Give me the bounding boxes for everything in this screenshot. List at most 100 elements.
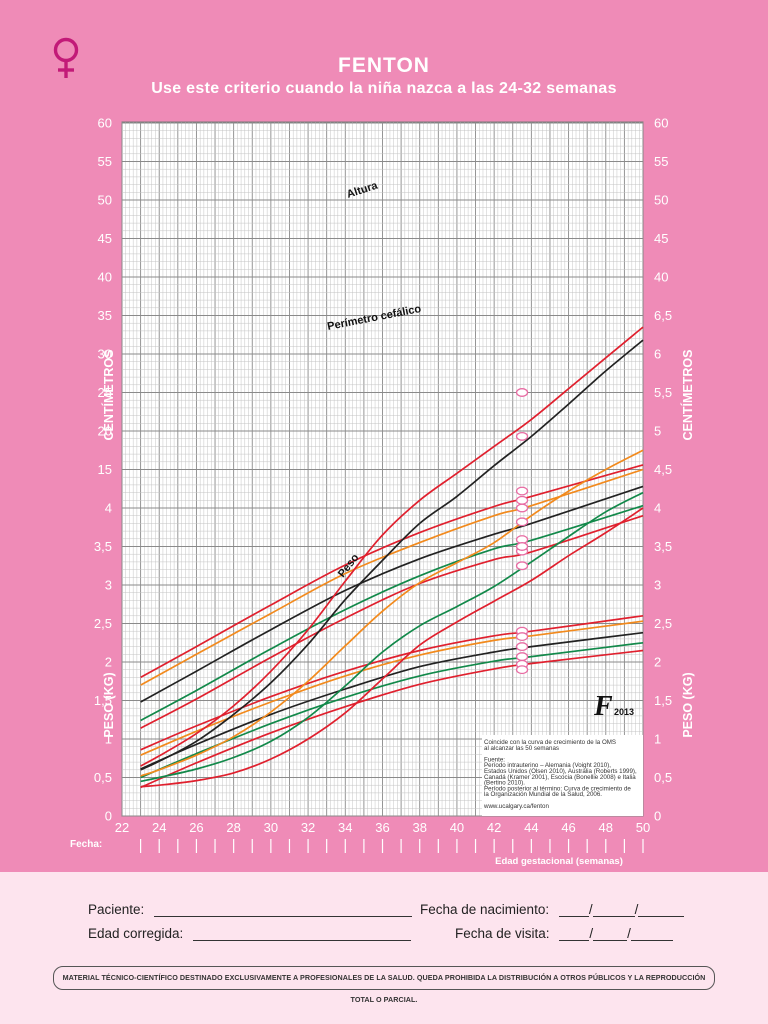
length-curve-p3-line	[140, 514, 644, 729]
weight-curve-p97-line	[140, 326, 644, 767]
y-right-tick-label: 2	[654, 655, 661, 670]
y-left-tick-label: 2,5	[94, 616, 112, 631]
y-right-tick-label: 4	[654, 501, 661, 516]
patient-field[interactable]: Paciente:	[88, 902, 413, 917]
source-note-line: www.ucalgary.ca/fenton	[483, 803, 549, 810]
source-note-line: Estados Unidos (Olsen 2010), Australia (…	[484, 768, 637, 775]
y-left-tick-label: 20	[98, 424, 112, 439]
x-tick-label: 24	[152, 820, 166, 835]
y-right-tick-label: 60	[654, 116, 668, 131]
corrected-age-label: Edad corregida:	[88, 926, 184, 941]
y-left-tick-label: 50	[98, 193, 112, 208]
visit-day-line[interactable]	[559, 940, 590, 941]
date-separator: /	[588, 902, 593, 917]
length-bubble	[515, 517, 529, 527]
weight-curve-p10-line	[140, 491, 644, 783]
head-curve-p10-line	[140, 641, 644, 779]
x-tick-label: 34	[338, 820, 352, 835]
head-bubble	[515, 652, 529, 662]
y-right-kg-title: PESO (KG)	[681, 672, 695, 737]
visit-month-line[interactable]	[593, 940, 628, 941]
x-tick-label: 40	[450, 820, 464, 835]
birth-date-field[interactable]: Fecha de nacimiento: / /	[420, 902, 685, 917]
length-curve-p50-line	[140, 485, 644, 703]
y-right-tick-label: 5	[654, 424, 661, 439]
y-right-tick-label: 1	[654, 732, 661, 747]
weight-bubble	[515, 542, 529, 551]
y-left-tick-label: 55	[98, 154, 112, 169]
source-note-line: (Bertino 2010).	[484, 780, 525, 787]
corrected-age-field[interactable]: Edad corregida:	[88, 926, 412, 941]
weight-curve-p50-line	[140, 339, 644, 771]
weight-curve-p90-line	[140, 449, 644, 777]
x-tick-label: 22	[115, 820, 129, 835]
y-left-tick-label: 4	[105, 501, 112, 516]
y-left-tick-label: 1,5	[94, 693, 112, 708]
y-left-tick-label: 3,5	[94, 539, 112, 554]
source-note-bg	[482, 735, 643, 816]
y-left-tick-label: 15	[98, 462, 112, 477]
fenton-logo-icon: F	[593, 691, 613, 722]
weight-bubble	[515, 431, 529, 441]
y-left-tick-label: 0	[105, 809, 112, 824]
y-left-tick-label: 35	[98, 308, 112, 323]
y-left-tick-label: 3	[105, 578, 112, 593]
y-left-tick-label: 60	[98, 116, 112, 131]
length-curve-p90-line	[140, 468, 644, 686]
source-note-line: Período intrauterino – Alemania (Voight …	[484, 762, 611, 769]
y-right-tick-label: 3,5	[654, 539, 672, 554]
source-note-line: Coincide con la curva de crecimiento de …	[484, 739, 616, 746]
y-right-tick-label: 5,5	[654, 385, 672, 400]
birth-month-line[interactable]	[592, 916, 635, 917]
logo-year: 2013	[614, 707, 634, 717]
x-tick-label: 46	[561, 820, 575, 835]
chart-title: FENTON	[338, 54, 430, 77]
y-left-kg-title: PESO (KG)	[102, 672, 116, 737]
visit-date-field[interactable]: Fecha de visita: / /	[455, 926, 673, 941]
weight-bubble	[515, 388, 529, 397]
y-right-tick-label: 45	[654, 231, 668, 246]
y-right-tick-label: 6,5	[654, 308, 672, 323]
x-tick-label: 42	[487, 820, 501, 835]
source-note-line: al alcanzar las 50 semanas	[484, 745, 559, 752]
y-right-tick-label: 40	[654, 270, 668, 285]
patient-label: Paciente:	[88, 902, 145, 917]
x-tick-label: 30	[264, 820, 278, 835]
visit-date-label: Fecha de visita:	[455, 926, 550, 941]
head-curve-p3-line	[140, 649, 644, 789]
head-bubble	[515, 632, 529, 642]
y-left-tick-label: 0,5	[94, 770, 112, 785]
y-left-tick-label: 2	[105, 655, 112, 670]
head-curve-p50-line	[140, 631, 644, 770]
y-right-tick-label: 0	[654, 809, 661, 824]
grid	[121, 122, 644, 817]
x-tick-label: 38	[412, 820, 426, 835]
y-right-tick-label: 4,5	[654, 462, 672, 477]
y-right-tick-label: 2,5	[654, 616, 672, 631]
x-axis-title: Edad gestacional (semanas)	[495, 856, 623, 867]
fecha-label: Fecha:	[70, 839, 102, 850]
weight-curve-p3-line	[140, 507, 644, 788]
head-curve-p97-line	[140, 614, 644, 751]
visit-year-line[interactable]	[630, 940, 673, 941]
y-right-tick-label: 3	[654, 578, 661, 593]
birth-day-line[interactable]	[558, 916, 589, 917]
y-left-cm-title: CENTÍMETROS	[101, 350, 116, 441]
source-note-line: Período posterior al término: Curva de c…	[484, 785, 631, 792]
date-separator: /	[634, 902, 639, 917]
date-separator: /	[589, 926, 594, 941]
x-tick-label: 26	[189, 820, 203, 835]
corrected-age-input-line[interactable]	[193, 940, 412, 941]
x-tick-label: 48	[599, 820, 613, 835]
head-curve-p90-line	[140, 620, 644, 756]
patient-input-line[interactable]	[154, 916, 413, 917]
birth-year-line[interactable]	[638, 916, 685, 917]
x-tick-label: 50	[636, 820, 650, 835]
weight-bubble	[515, 561, 529, 571]
disclaimer-box: MATERIAL TÉCNICO-CIENTÍFICO DESTINADO EX…	[53, 966, 715, 1004]
y-left-tick-label: 40	[98, 270, 112, 285]
patient-form: Paciente: Fecha de nacimiento: / / Edad c…	[0, 872, 768, 1024]
x-tick-label: 32	[301, 820, 315, 835]
y-right-tick-label: 55	[654, 154, 668, 169]
